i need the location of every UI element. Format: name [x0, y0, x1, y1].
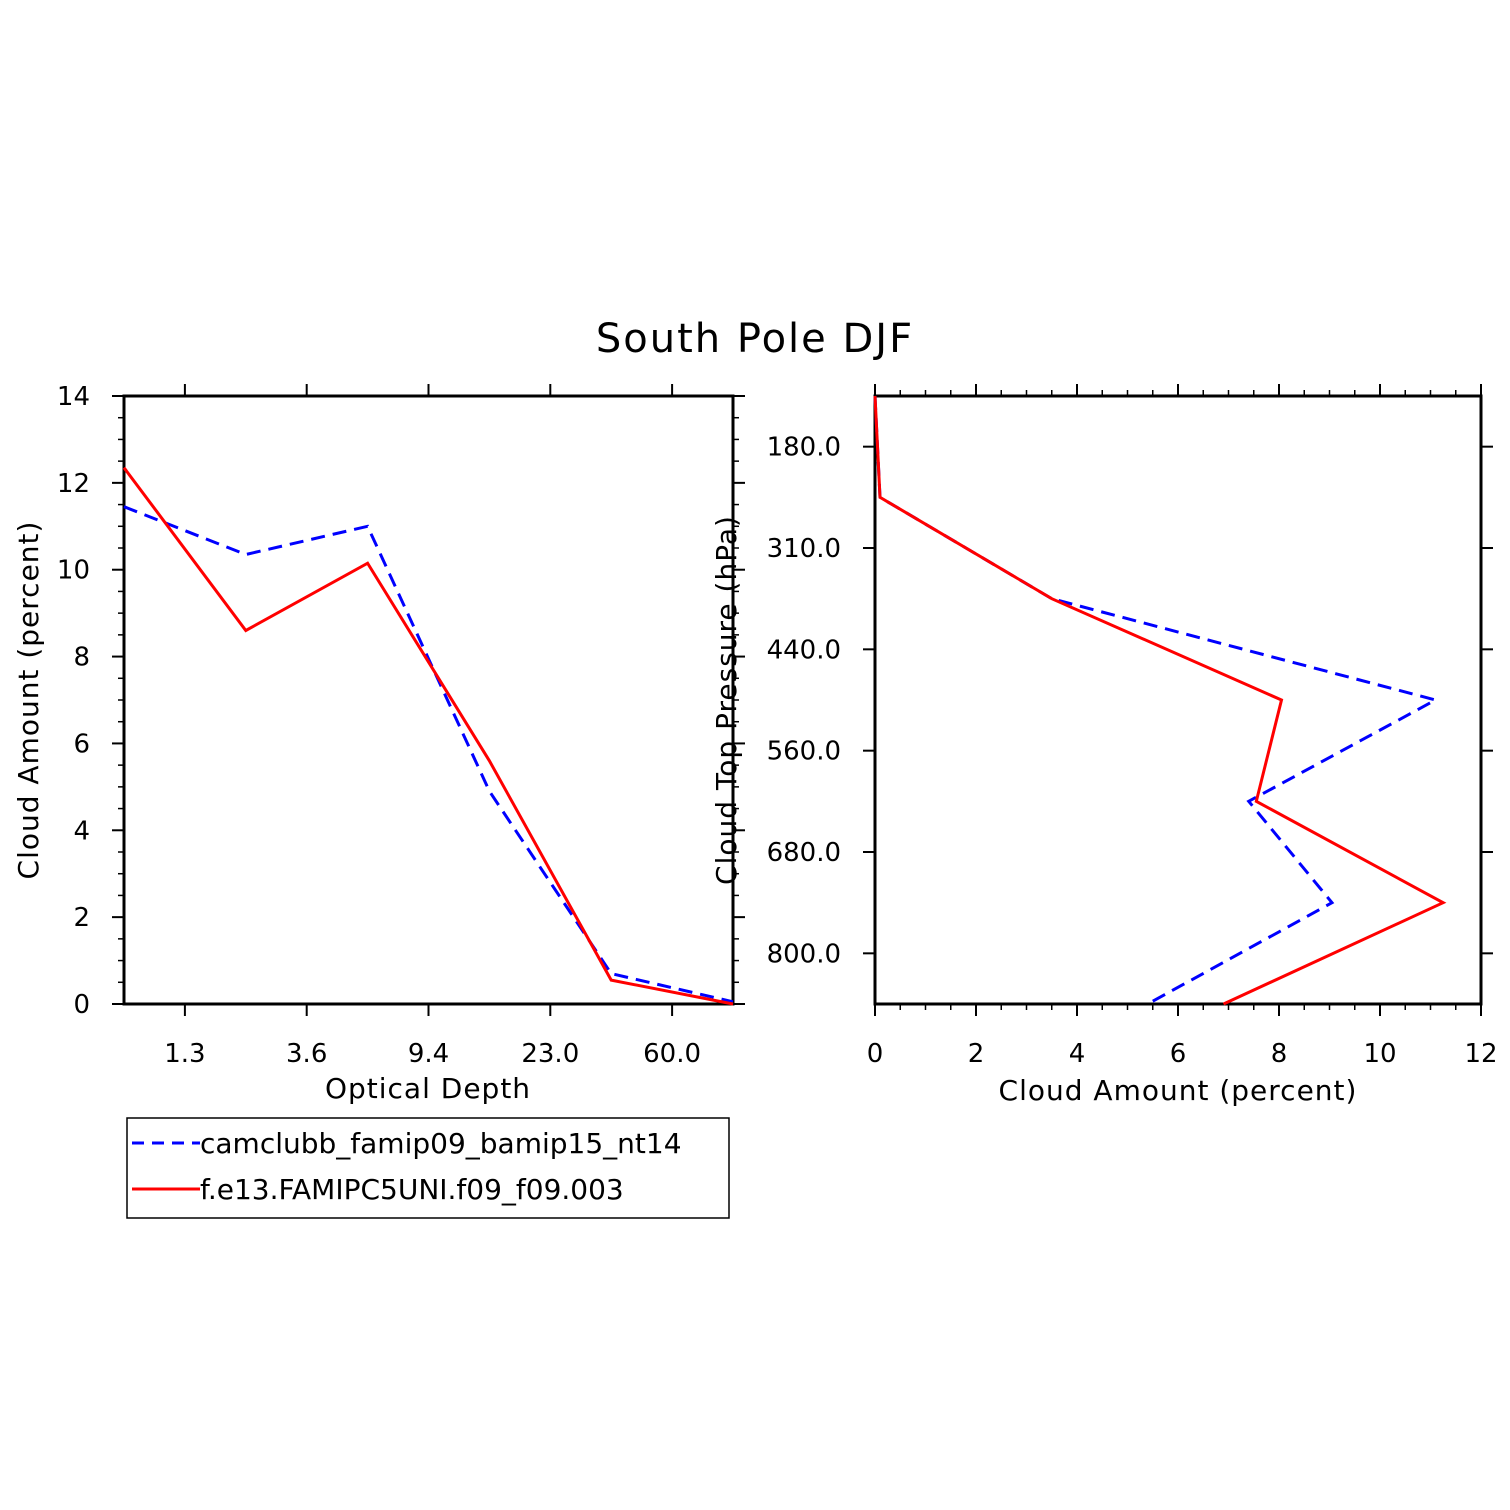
left-y-tick-label: 10	[57, 556, 90, 586]
chart-title: South Pole DJF	[596, 316, 914, 362]
right-x-tick-label: 12	[1464, 1039, 1497, 1069]
right-panel: 0 2 4 6 8 10 12180.0310.0440.0560.0680.0800.0 …	[710, 384, 1498, 1107]
left-plot-frame	[122, 394, 735, 1006]
right-y-tick-label: 440.0	[767, 635, 841, 665]
left-y-tick-label: 8	[73, 643, 90, 673]
legend: camclubb_famip09_bamip15_nt14 f.e13.FAMI…	[126, 1117, 730, 1219]
left-x-tick-label: 9.4	[408, 1039, 449, 1069]
left-y-tick-label: 4	[73, 816, 90, 846]
left-x-axis-label: Optical Depth	[325, 1072, 531, 1105]
left-y-tick-label: 2	[73, 903, 90, 933]
right-x-tick-label: 8	[1271, 1039, 1288, 1069]
left-y-tick-label: 6	[73, 729, 90, 759]
right-plot-frame	[873, 394, 1483, 1006]
right-x-tick-label: 10	[1363, 1039, 1396, 1069]
left-x-tick-label: 1.3	[164, 1039, 205, 1069]
legend-box	[126, 1117, 730, 1219]
right-x-tick-label: 4	[1069, 1039, 1086, 1069]
right-x-axis-label: Cloud Amount (percent)	[999, 1074, 1358, 1107]
left-series	[122, 466, 734, 1006]
left-series-line-1	[123, 505, 734, 1004]
right-series	[873, 395, 1447, 1006]
left-y-tick-label: 0	[73, 990, 90, 1020]
legend-label-series-a: camclubb_famip09_bamip15_nt14	[200, 1127, 682, 1160]
right-x-tick-label: 0	[867, 1039, 884, 1069]
right-y-tick-label: 560.0	[767, 737, 841, 767]
right-series-line-1	[873, 395, 1440, 1006]
left-y-tick-label: 14	[57, 382, 90, 412]
left-y-axis-label: Cloud Amount (percent)	[12, 521, 45, 880]
left-x-tick-label: 60.0	[643, 1039, 701, 1069]
left-y-tick-label: 12	[57, 469, 90, 499]
left-x-tick-label: 3.6	[286, 1039, 327, 1069]
left-panel: 0 2 4 6 8 10 12 14 1.3 3.6 9.4 23.0 60.0 Optical Dep…	[12, 382, 745, 1105]
right-y-tick-label: 680.0	[767, 838, 841, 868]
right-y-axis-label: Cloud Top Pressure (hPa)	[710, 515, 743, 885]
right-series-line-2	[873, 395, 1447, 1006]
left-x-tick-label: 23.0	[521, 1039, 579, 1069]
right-y-tick-label: 800.0	[767, 939, 841, 969]
right-x-tick-label: 6	[1170, 1039, 1187, 1069]
right-y-tick-label: 310.0	[767, 534, 841, 564]
left-series-line-2	[122, 466, 734, 1006]
legend-label-series-b: f.e13.FAMIPC5UNI.f09_f09.003	[200, 1173, 624, 1206]
right-ticks: 0 2 4 6 8 10 12 180.0 310.0 440.0 560.0 680.0 800.0	[767, 384, 1498, 1069]
left-ticks: 0 2 4 6 8 10 12 14 1.3 3.6 9.4 23.0 60.0	[57, 382, 745, 1069]
right-x-tick-label: 2	[968, 1039, 985, 1069]
right-y-tick-label: 180.0	[767, 433, 841, 463]
